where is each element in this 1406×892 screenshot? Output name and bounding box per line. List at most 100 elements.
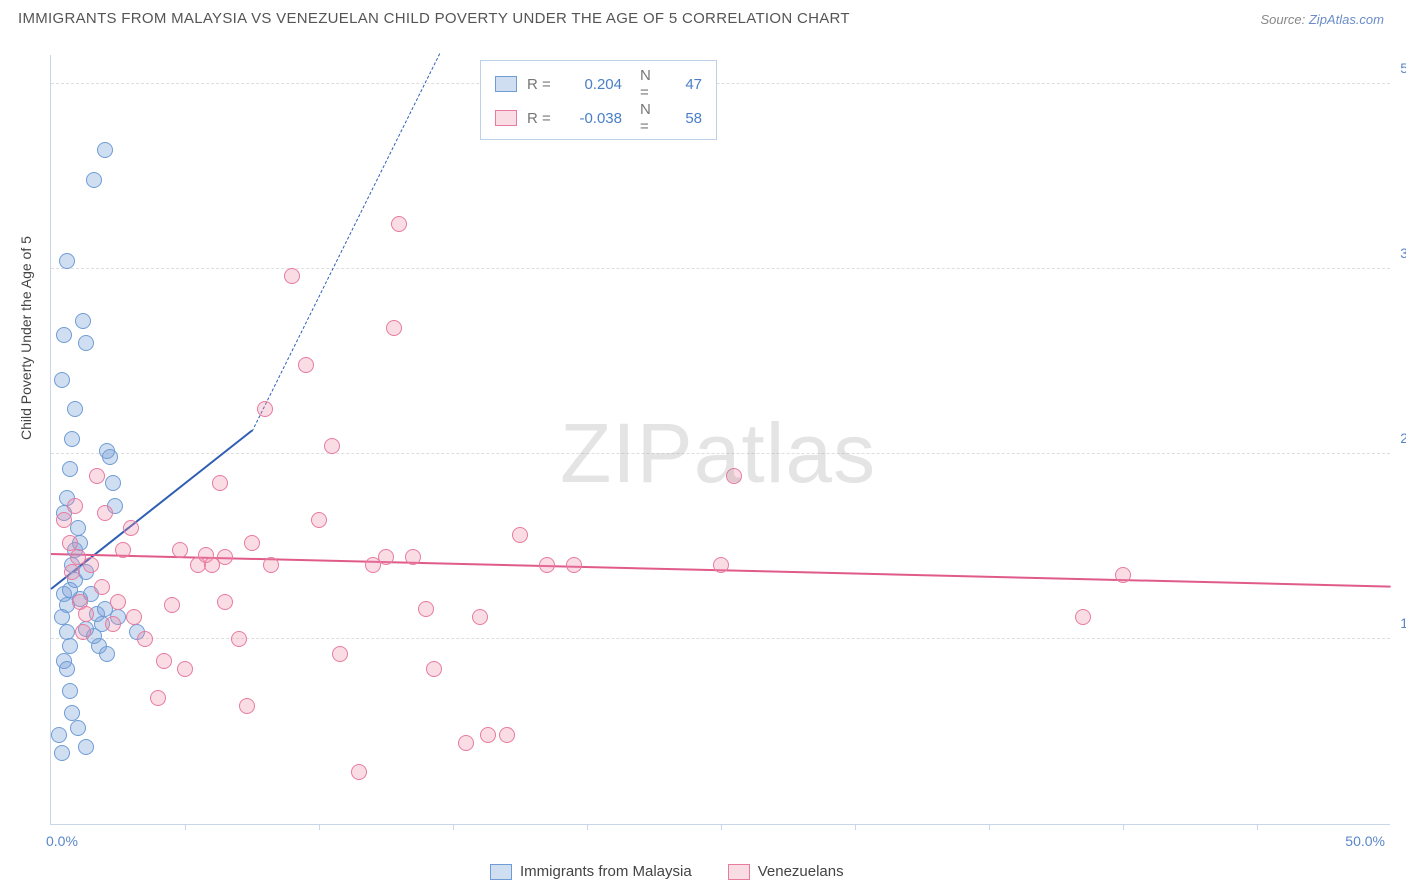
data-point-malaysia [105, 475, 121, 491]
data-point-venezuelans [156, 653, 172, 669]
data-point-malaysia [75, 313, 91, 329]
data-point-venezuelans [212, 475, 228, 491]
x-minor-tick [1123, 824, 1124, 830]
data-point-venezuelans [97, 505, 113, 521]
legend-r-label: R = [527, 76, 552, 93]
data-point-malaysia [62, 683, 78, 699]
watermark-bold: ZIP [560, 406, 694, 500]
data-point-malaysia [59, 253, 75, 269]
data-point-malaysia [64, 431, 80, 447]
data-point-venezuelans [164, 597, 180, 613]
data-point-venezuelans [324, 438, 340, 454]
data-point-venezuelans [512, 527, 528, 543]
data-point-venezuelans [67, 498, 83, 514]
data-point-venezuelans [386, 320, 402, 336]
data-point-venezuelans [231, 631, 247, 647]
legend-r-value-venezuelans: -0.038 [562, 110, 622, 127]
data-point-venezuelans [137, 631, 153, 647]
regression-line [252, 53, 440, 431]
data-point-malaysia [86, 172, 102, 188]
x-tick-first: 0.0% [46, 833, 78, 849]
data-point-venezuelans [244, 535, 260, 551]
series-legend: Immigrants from Malaysia Venezuelans [490, 863, 844, 880]
data-point-malaysia [59, 661, 75, 677]
data-point-venezuelans [126, 609, 142, 625]
data-point-malaysia [64, 705, 80, 721]
data-point-venezuelans [123, 520, 139, 536]
series-swatch-venezuelans [728, 864, 750, 880]
watermark-thin: atlas [694, 406, 876, 500]
data-point-venezuelans [83, 557, 99, 573]
data-point-venezuelans [56, 512, 72, 528]
data-point-venezuelans [458, 735, 474, 751]
chart-title: IMMIGRANTS FROM MALAYSIA VS VENEZUELAN C… [18, 10, 850, 27]
data-point-venezuelans [239, 698, 255, 714]
data-point-venezuelans [311, 512, 327, 528]
x-minor-tick [855, 824, 856, 830]
data-point-malaysia [78, 739, 94, 755]
data-point-venezuelans [217, 549, 233, 565]
legend-swatch-malaysia [495, 76, 517, 92]
data-point-venezuelans [94, 579, 110, 595]
legend-row-venezuelans: R = -0.038 N = 58 [495, 101, 702, 135]
x-minor-tick [453, 824, 454, 830]
series-label-malaysia: Immigrants from Malaysia [520, 863, 692, 880]
chart-container: IMMIGRANTS FROM MALAYSIA VS VENEZUELAN C… [0, 0, 1406, 892]
data-point-malaysia [99, 646, 115, 662]
y-tick-label: 37.5% [1395, 245, 1406, 261]
legend-r-label-2: R = [527, 110, 552, 127]
data-point-malaysia [51, 727, 67, 743]
legend-n-label: N = [640, 67, 662, 101]
series-label-venezuelans: Venezuelans [758, 863, 844, 880]
source-link[interactable]: ZipAtlas.com [1309, 12, 1384, 27]
data-point-venezuelans [1115, 567, 1131, 583]
data-point-malaysia [102, 449, 118, 465]
data-point-venezuelans [257, 401, 273, 417]
correlation-legend-box: R = 0.204 N = 47 R = -0.038 N = 58 [480, 60, 717, 140]
data-point-malaysia [62, 461, 78, 477]
x-tick-last: 50.0% [1345, 833, 1385, 849]
data-point-venezuelans [172, 542, 188, 558]
series-legend-item-malaysia: Immigrants from Malaysia [490, 863, 692, 880]
data-point-venezuelans [217, 594, 233, 610]
data-point-venezuelans [378, 549, 394, 565]
data-point-venezuelans [480, 727, 496, 743]
data-point-malaysia [62, 638, 78, 654]
legend-r-value-malaysia: 0.204 [562, 76, 622, 93]
legend-row-malaysia: R = 0.204 N = 47 [495, 67, 702, 101]
source-prefix: Source: [1260, 12, 1308, 27]
data-point-venezuelans [89, 468, 105, 484]
data-point-venezuelans [115, 542, 131, 558]
data-point-venezuelans [499, 727, 515, 743]
data-point-malaysia [59, 624, 75, 640]
data-point-venezuelans [472, 609, 488, 625]
legend-n-value-malaysia: 47 [672, 76, 702, 93]
x-minor-tick [587, 824, 588, 830]
x-minor-tick [989, 824, 990, 830]
x-minor-tick [721, 824, 722, 830]
data-point-venezuelans [1075, 609, 1091, 625]
data-point-venezuelans [110, 594, 126, 610]
gridline [51, 638, 1390, 639]
data-point-malaysia [54, 372, 70, 388]
watermark: ZIPatlas [560, 405, 876, 502]
legend-n-value-venezuelans: 58 [672, 110, 702, 127]
data-point-malaysia [54, 745, 70, 761]
x-minor-tick [1257, 824, 1258, 830]
data-point-venezuelans [105, 616, 121, 632]
gridline [51, 83, 1390, 84]
data-point-venezuelans [351, 764, 367, 780]
data-point-venezuelans [177, 661, 193, 677]
data-point-malaysia [67, 401, 83, 417]
legend-swatch-venezuelans [495, 110, 517, 126]
data-point-malaysia [70, 720, 86, 736]
data-point-venezuelans [418, 601, 434, 617]
data-point-venezuelans [566, 557, 582, 573]
data-point-venezuelans [64, 564, 80, 580]
series-legend-item-venezuelans: Venezuelans [728, 863, 844, 880]
data-point-venezuelans [426, 661, 442, 677]
data-point-malaysia [70, 520, 86, 536]
data-point-venezuelans [391, 216, 407, 232]
data-point-venezuelans [405, 549, 421, 565]
data-point-venezuelans [263, 557, 279, 573]
